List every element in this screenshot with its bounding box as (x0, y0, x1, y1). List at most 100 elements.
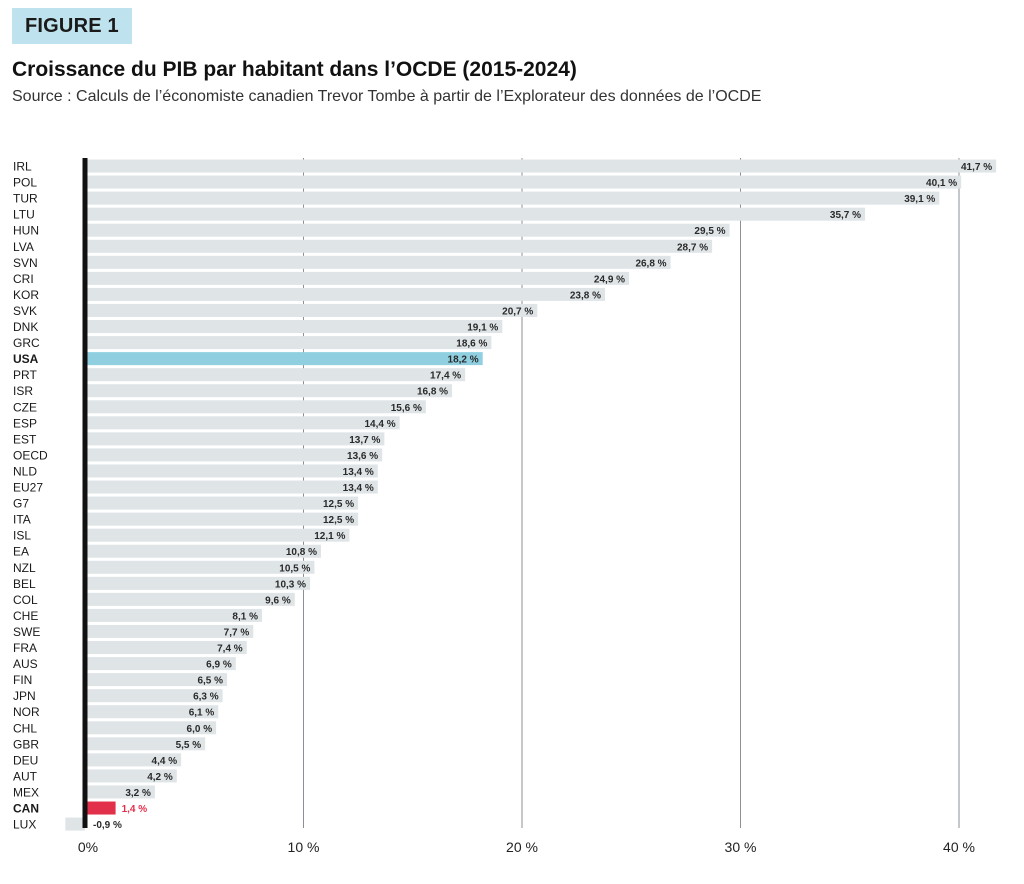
category-label-ltu: LTU (13, 208, 35, 222)
category-label-dnk: DNK (13, 320, 38, 334)
bar-tur (85, 191, 940, 205)
category-label-usa: USA (13, 352, 39, 366)
category-label-svn: SVN (13, 256, 38, 270)
category-label-aus: AUS (13, 657, 38, 671)
bar-kor (85, 287, 606, 301)
value-label-deu: 4,4 % (152, 756, 178, 767)
bar-bel (85, 576, 311, 590)
value-label-aut: 4,2 % (147, 772, 173, 783)
category-label-kor: KOR (13, 288, 39, 302)
category-label-cze: CZE (13, 400, 37, 414)
value-label-nor: 6,1 % (189, 708, 215, 719)
value-label-mex: 3,2 % (125, 788, 151, 799)
bar-ea (85, 544, 321, 558)
category-label-pol: POL (13, 176, 37, 190)
value-label-can: 1,4 % (122, 804, 148, 815)
value-label-usa: 18,2 % (448, 355, 479, 366)
value-label-nld: 13,4 % (343, 467, 374, 478)
value-label-irl: 41,7 % (961, 162, 992, 173)
value-label-nzl: 10,5 % (279, 563, 310, 574)
category-label-isl: ISL (13, 529, 31, 543)
bar-aut (85, 769, 177, 783)
value-label-fin: 6,5 % (197, 676, 223, 687)
figure-label: FIGURE 1 (12, 8, 132, 44)
value-label-isr: 16,8 % (417, 387, 448, 398)
category-label-col: COL (13, 593, 38, 607)
bar-usa (85, 352, 483, 366)
bar-eu27 (85, 480, 378, 494)
value-label-swe: 7,7 % (224, 627, 250, 638)
value-label-aus: 6,9 % (206, 660, 232, 671)
bar-est (85, 432, 385, 446)
bar-swe (85, 624, 254, 638)
value-label-ea: 10,8 % (286, 547, 317, 558)
category-label-mex: MEX (13, 785, 39, 799)
value-label-cri: 24,9 % (594, 274, 625, 285)
value-label-kor: 23,8 % (570, 290, 601, 301)
category-label-swe: SWE (13, 625, 40, 639)
bar-dnk (85, 320, 503, 334)
category-label-fin: FIN (13, 673, 32, 687)
value-label-che: 8,1 % (232, 611, 258, 622)
x-tick-label-10: 10 % (288, 839, 320, 855)
value-label-lux: -0,9 % (93, 820, 122, 831)
bar-fin (85, 673, 228, 687)
bar-nld (85, 464, 378, 478)
value-label-ltu: 35,7 % (830, 210, 861, 221)
category-label-svk: SVK (13, 304, 37, 318)
category-label-esp: ESP (13, 416, 37, 430)
value-label-esp: 14,4 % (364, 419, 395, 430)
bar-aus (85, 657, 236, 671)
category-label-prt: PRT (13, 368, 37, 382)
category-label-nzl: NZL (13, 561, 36, 575)
value-label-jpn: 6,3 % (193, 692, 219, 703)
value-label-bel: 10,3 % (275, 579, 306, 590)
bar-ltu (85, 207, 866, 221)
bar-prt (85, 368, 466, 382)
category-label-tur: TUR (13, 192, 38, 206)
category-label-irl: IRL (13, 160, 32, 174)
category-label-deu: DEU (13, 753, 38, 767)
value-label-gbr: 5,5 % (176, 740, 202, 751)
bar-deu (85, 753, 182, 767)
category-label-eu27: EU27 (13, 481, 43, 495)
bar-nzl (85, 560, 315, 574)
category-label-fra: FRA (13, 641, 37, 655)
x-tick-label-40: 40 % (943, 839, 975, 855)
category-label-nor: NOR (13, 705, 40, 719)
category-label-aut: AUT (13, 769, 38, 783)
category-label-ita: ITA (13, 513, 31, 527)
bar-esp (85, 416, 400, 430)
bar-pol (85, 175, 962, 189)
x-tick-label-0: 0% (78, 839, 98, 855)
bar-g7 (85, 496, 359, 510)
bar-lva (85, 239, 713, 253)
bar-gbr (85, 737, 206, 751)
zero-axis-line (82, 158, 88, 828)
value-label-lva: 28,7 % (677, 242, 708, 253)
value-label-fra: 7,4 % (217, 644, 243, 655)
value-label-dnk: 19,1 % (467, 323, 498, 334)
category-label-che: CHE (13, 609, 38, 623)
value-label-col: 9,6 % (265, 595, 291, 606)
value-label-svn: 26,8 % (635, 258, 666, 269)
category-label-est: EST (13, 432, 37, 446)
category-label-gbr: GBR (13, 737, 39, 751)
bar-can (85, 801, 116, 815)
bar-fra (85, 641, 247, 655)
bar-che (85, 608, 262, 622)
value-label-hun: 29,5 % (694, 226, 725, 237)
value-label-eu27: 13,4 % (343, 483, 374, 494)
bar-cze (85, 400, 426, 414)
bar-hun (85, 223, 730, 237)
chart-title: Croissance du PIB par habitant dans l’OC… (12, 58, 577, 81)
bar-chl (85, 721, 217, 735)
bar-nor (85, 705, 219, 719)
x-tick-label-20: 20 % (506, 839, 538, 855)
value-label-ita: 12,5 % (323, 515, 354, 526)
category-label-can: CAN (13, 802, 39, 816)
bar-grc (85, 336, 492, 350)
category-label-g7: G7 (13, 497, 29, 511)
value-label-cze: 15,6 % (391, 403, 422, 414)
